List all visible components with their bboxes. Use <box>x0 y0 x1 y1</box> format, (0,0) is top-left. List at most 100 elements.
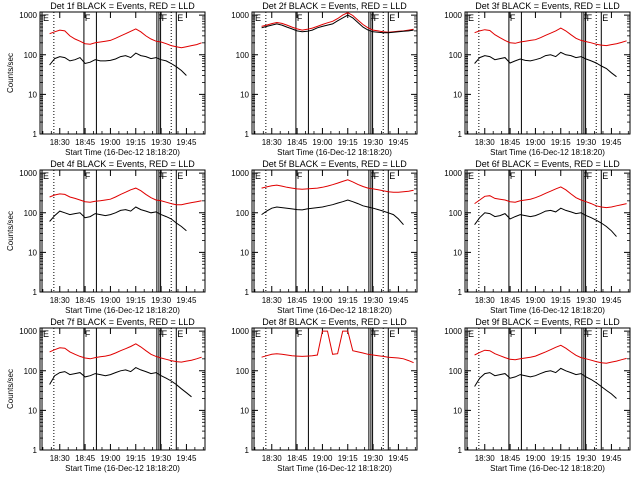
marker-label: E <box>468 171 474 181</box>
marker-label: F <box>587 329 593 339</box>
plot-frame <box>39 327 206 451</box>
x-axis-label: Start Time (16-Dec-12 18:18:20) <box>277 148 392 157</box>
x-axis-label: Start Time (16-Dec-12 18:18:20) <box>65 464 180 473</box>
y-tick-label: 10 <box>240 90 249 99</box>
panel-title: Det 2f BLACK = Events, RED = LLD <box>262 1 407 11</box>
marker-label: F <box>510 329 516 339</box>
x-tick-label: 18:45 <box>500 296 521 305</box>
y-tick-label: 1 <box>33 446 38 455</box>
y-tick-label: 1000 <box>444 169 462 178</box>
events-series-line <box>49 52 187 76</box>
x-tick-label: 18:30 <box>262 454 283 463</box>
marker-label: E <box>43 329 49 339</box>
x-tick-label: 19:00 <box>525 454 546 463</box>
y-tick-label: 10 <box>240 406 249 415</box>
x-tick-label: 18:45 <box>75 454 96 463</box>
panel-title: Det 8f BLACK = Events, RED = LLD <box>262 317 407 327</box>
x-tick-label: 19:30 <box>151 454 172 463</box>
y-tick-label: 100 <box>24 367 38 376</box>
marker-label: E <box>255 13 261 23</box>
events-series-line <box>49 367 192 398</box>
marker-label: E <box>602 171 608 181</box>
panel-title: Det 1f BLACK = Events, RED = LLD <box>50 1 195 11</box>
x-tick-label: 19:30 <box>576 138 597 147</box>
y-axis-label: Counts/sec <box>6 53 15 93</box>
y-tick-label: 1 <box>33 288 38 297</box>
y-tick-label: 1 <box>245 288 250 297</box>
x-tick-label: 19:45 <box>601 296 622 305</box>
lld-series-line <box>261 330 414 364</box>
panel-2: Det 2f BLACK = Events, RED = LLD 1 10 100 10… <box>231 1 418 157</box>
marker-label: E <box>468 329 474 339</box>
panel-8: Det 8f BLACK = Events, RED = LLD 1 10 100 10… <box>231 317 418 473</box>
x-tick-label: 19:30 <box>363 296 384 305</box>
plot-frame <box>251 11 418 135</box>
panel-3: Det 3f BLACK = Events, RED = LLD 1 10 100 10… <box>444 1 631 157</box>
marker-label: F <box>587 13 593 23</box>
y-tick-label: 10 <box>28 406 37 415</box>
x-tick-label: 19:30 <box>576 454 597 463</box>
plot-frame <box>464 11 631 135</box>
marker-label: E <box>389 329 395 339</box>
marker-label: F <box>510 171 516 181</box>
y-tick-label: 1000 <box>231 169 249 178</box>
x-tick-label: 19:15 <box>551 454 572 463</box>
plot-frame <box>464 327 631 451</box>
plot-frame <box>39 169 206 293</box>
x-tick-label: 19:30 <box>363 454 384 463</box>
panel-5: Det 5f BLACK = Events, RED = LLD 1 10 100 10… <box>231 159 418 315</box>
y-tick-label: 1000 <box>444 11 462 20</box>
marker-label: E <box>43 13 49 23</box>
lld-series-line <box>474 186 627 209</box>
x-tick-label: 19:00 <box>525 296 546 305</box>
marker-label: F <box>162 329 168 339</box>
x-tick-label: 19:45 <box>601 138 622 147</box>
marker-label: E <box>43 171 49 181</box>
x-tick-label: 18:45 <box>287 296 308 305</box>
marker-label: F <box>85 329 91 339</box>
x-tick-label: 18:30 <box>50 138 71 147</box>
plot-frame <box>464 169 631 293</box>
marker-label: F <box>297 171 303 181</box>
x-axis-label: Start Time (16-Dec-12 18:18:20) <box>490 464 605 473</box>
y-tick-label: 100 <box>449 51 463 60</box>
y-tick-label: 1 <box>245 130 250 139</box>
x-tick-label: 19:30 <box>151 138 172 147</box>
plot-frame <box>251 169 418 293</box>
events-series-line <box>474 367 617 399</box>
x-tick-label: 18:45 <box>500 138 521 147</box>
y-tick-label: 1000 <box>231 11 249 20</box>
marker-label: E <box>602 329 608 339</box>
x-tick-label: 19:45 <box>388 296 409 305</box>
x-tick-label: 18:45 <box>287 138 308 147</box>
y-tick-label: 10 <box>453 248 462 257</box>
y-tick-label: 100 <box>449 209 463 218</box>
y-tick-label: 100 <box>236 209 250 218</box>
marker-label: F <box>587 171 593 181</box>
y-axis-label: Counts/sec <box>6 211 15 251</box>
marker-label: E <box>602 13 608 23</box>
x-tick-label: 19:45 <box>176 454 197 463</box>
marker-label: F <box>297 329 303 339</box>
marker-label: E <box>177 329 183 339</box>
events-series-line <box>474 207 617 237</box>
x-tick-label: 19:00 <box>100 296 121 305</box>
marker-label: F <box>162 171 168 181</box>
x-axis-label: Start Time (16-Dec-12 18:18:20) <box>65 148 180 157</box>
marker-label: F <box>374 171 380 181</box>
panel-4: Det 4f BLACK = Events, RED = LLD 1 10 100 10… <box>6 159 206 315</box>
x-tick-label: 18:30 <box>50 454 71 463</box>
panel-title: Det 6f BLACK = Events, RED = LLD <box>475 159 620 169</box>
marker-label: F <box>85 13 91 23</box>
y-tick-label: 1 <box>458 130 463 139</box>
y-tick-label: 10 <box>240 248 249 257</box>
y-tick-label: 10 <box>28 90 37 99</box>
y-tick-label: 10 <box>453 90 462 99</box>
events-series-line <box>261 14 414 34</box>
x-tick-label: 19:45 <box>388 138 409 147</box>
x-tick-label: 18:45 <box>75 138 96 147</box>
x-tick-label: 19:00 <box>312 454 333 463</box>
events-series-line <box>49 206 187 232</box>
x-tick-label: 19:30 <box>363 138 384 147</box>
